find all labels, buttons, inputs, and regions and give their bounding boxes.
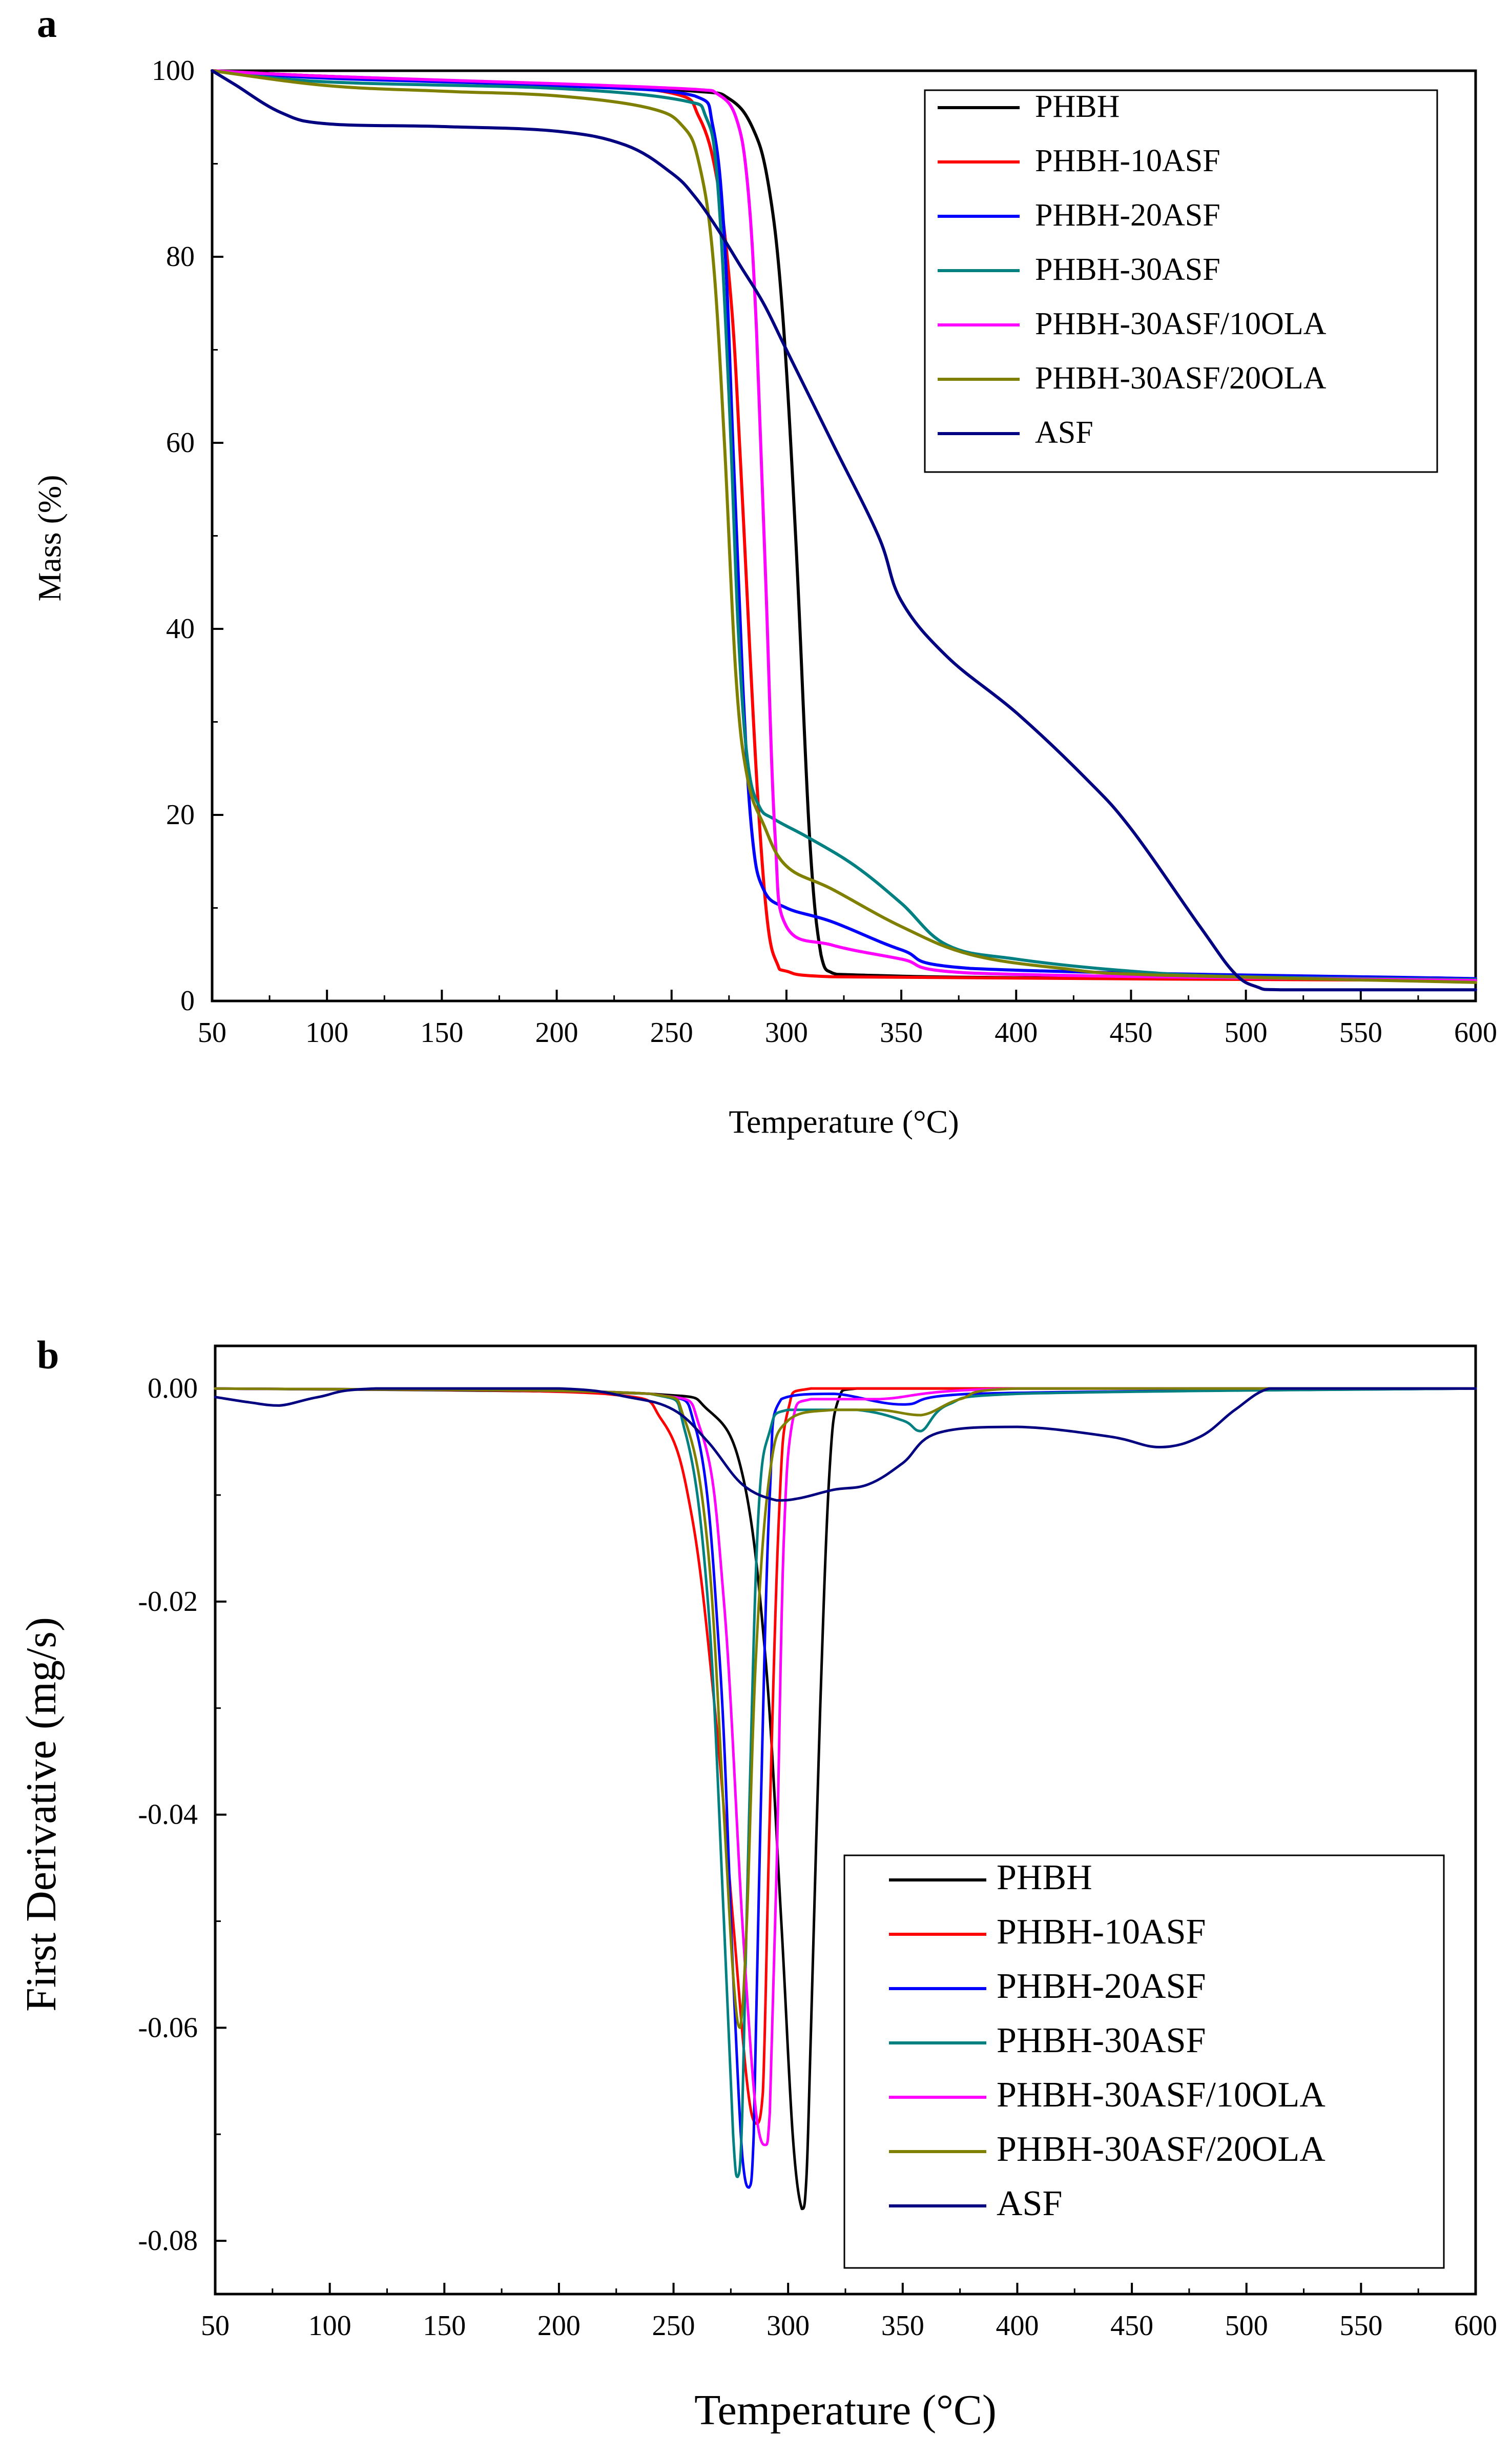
y-tick-label: 0: [180, 985, 195, 1017]
legend-label-phbh: PHBH: [1035, 89, 1120, 124]
panel-b-x-axis-title: Temperature (°C): [694, 2386, 997, 2434]
x-tick-label: 150: [420, 1017, 463, 1049]
series-line-asf: [214, 1387, 1477, 1502]
legend-label-phbh-10asf: PHBH-10ASF: [997, 1912, 1206, 1952]
legend-label-phbh-30asf-10ola: PHBH-30ASF/10OLA: [1035, 306, 1327, 341]
y-tick-label: 80: [166, 241, 195, 273]
legend-label-phbh-30asf: PHBH-30ASF: [997, 2021, 1206, 2060]
x-tick-label: 100: [308, 2310, 351, 2342]
panel-b-legend-box: [843, 1854, 1445, 2269]
panel-b-dtg-chart: b 50 100 150 200 250 300 350 400 450 500 550 600 0.0…: [17, 1333, 1497, 2434]
x-tick-label: 400: [995, 1017, 1038, 1049]
x-tick-label: 450: [1109, 1017, 1152, 1049]
x-tick-label: 450: [1110, 2310, 1153, 2342]
panel-a-x-axis-title: Temperature (°C): [729, 1103, 959, 1140]
x-tick-label: 500: [1225, 1017, 1268, 1049]
legend-label-phbh-30asf-10ola: PHBH-30ASF/10OLA: [997, 2075, 1325, 2115]
legend-label-phbh-20asf: PHBH-20ASF: [1035, 198, 1220, 233]
y-tick-label: 0.00: [148, 1373, 198, 1404]
x-tick-label: 300: [765, 1017, 808, 1049]
series-line-phbh-30asf-10ola: [211, 69, 1477, 983]
panel-a-ticks: 50 100 150 200 250 300 350 400 450 500 550 600 0 20 40…: [152, 55, 1497, 1049]
y-tick-label: -0.02: [138, 1586, 198, 1618]
x-tick-label: 350: [881, 2310, 924, 2342]
panel-b-y-axis-title: First Derivative (mg/s): [17, 1617, 65, 2012]
x-tick-label: 250: [652, 2310, 695, 2342]
panel-a-legend-box: [924, 89, 1438, 473]
legend-label-phbh-20asf: PHBH-20ASF: [997, 1967, 1206, 2006]
legend-label-phbh: PHBH: [997, 1858, 1092, 1897]
legend-label-phbh-30asf-20ola: PHBH-30ASF/20OLA: [1035, 361, 1327, 396]
x-tick-label: 100: [305, 1017, 348, 1049]
x-tick-label: 400: [996, 2310, 1039, 2342]
x-tick-label: 600: [1454, 1017, 1497, 1049]
x-tick-label: 350: [880, 1017, 923, 1049]
y-tick-label: -0.06: [138, 2012, 198, 2043]
x-tick-label: 200: [535, 1017, 578, 1049]
series-line-phbh-20asf: [214, 1387, 1477, 2189]
panel-a-y-axis-title: Mass (%): [31, 475, 68, 601]
panel-a-legend: PHBH PHBH-10ASF PHBH-20ASF PHBH-30ASF PHBH-3…: [924, 89, 1438, 473]
x-tick-label: 250: [650, 1017, 693, 1049]
legend-label-asf: ASF: [997, 2184, 1062, 2223]
y-tick-label: 100: [152, 55, 195, 87]
y-tick-label: -0.08: [138, 2225, 198, 2257]
series-line-phbh-20asf: [211, 69, 1477, 980]
panel-b-series: [214, 1387, 1477, 2211]
panel-a-tga-chart: a 50 100 150 200 250 300 350 400 450 500 550 600 0 20…: [31, 1, 1497, 1140]
series-line-phbh-30asf-20ola: [214, 1387, 1477, 2029]
x-tick-label: 300: [767, 2310, 810, 2342]
panel-b-legend: PHBH PHBH-10ASF PHBH-20ASF PHBH-30ASF PHBH-3…: [843, 1854, 1445, 2269]
panel-b-ticks: 50 100 150 200 250 300 350 400 450 500 550 600 0.00 -…: [138, 1373, 1497, 2342]
y-tick-label: -0.04: [138, 1799, 198, 1831]
legend-label-asf: ASF: [1035, 415, 1093, 450]
panel-a-series: [211, 69, 1477, 992]
x-tick-label: 150: [423, 2310, 466, 2342]
panel-a-letter: a: [37, 1, 57, 46]
legend-label-phbh-30asf: PHBH-30ASF: [1035, 252, 1220, 287]
y-tick-label: 40: [166, 613, 195, 645]
x-tick-label: 50: [201, 2310, 230, 2342]
series-line-phbh-30asf: [211, 69, 1477, 981]
x-tick-label: 550: [1339, 2310, 1382, 2342]
x-tick-label: 200: [537, 2310, 581, 2342]
x-tick-label: 500: [1225, 2310, 1268, 2342]
x-tick-label: 50: [198, 1017, 226, 1049]
y-tick-label: 20: [166, 799, 195, 831]
x-tick-label: 600: [1454, 2310, 1497, 2342]
legend-label-phbh-30asf-20ola: PHBH-30ASF/20OLA: [997, 2130, 1325, 2169]
legend-label-phbh-10asf: PHBH-10ASF: [1035, 144, 1220, 178]
series-line-phbh-30asf-10ola: [214, 1387, 1477, 2146]
panel-b-letter: b: [37, 1333, 59, 1377]
series-line-phbh-30asf-20ola: [211, 69, 1477, 984]
series-line-asf: [211, 69, 1477, 992]
x-tick-label: 550: [1339, 1017, 1382, 1049]
y-tick-label: 60: [166, 427, 195, 459]
